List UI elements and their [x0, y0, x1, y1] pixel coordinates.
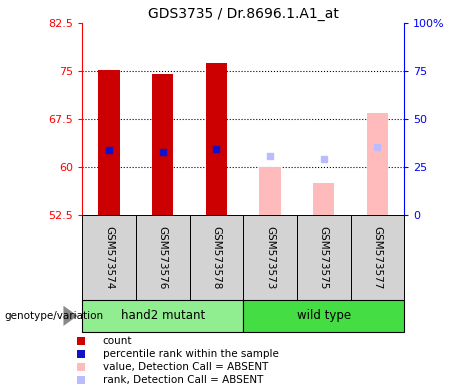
Bar [82, 215, 136, 300]
Text: value, Detection Call = ABSENT: value, Detection Call = ABSENT [103, 362, 268, 372]
Bar [313, 183, 335, 215]
Bar [367, 113, 388, 215]
Bar [243, 300, 404, 332]
Bar [98, 70, 120, 215]
Bar [136, 215, 189, 300]
Text: GSM573577: GSM573577 [372, 225, 383, 289]
Bar [259, 167, 281, 215]
Text: percentile rank within the sample: percentile rank within the sample [103, 349, 279, 359]
Bar [243, 215, 297, 300]
Bar [82, 300, 243, 332]
Bar [206, 63, 227, 215]
Text: wild type: wild type [297, 310, 351, 322]
Text: genotype/variation: genotype/variation [5, 311, 104, 321]
Bar [351, 215, 404, 300]
Polygon shape [63, 306, 78, 326]
Text: GSM573576: GSM573576 [158, 225, 168, 289]
Text: GSM573578: GSM573578 [212, 225, 221, 289]
Bar [297, 215, 351, 300]
Text: GSM573575: GSM573575 [319, 225, 329, 289]
Title: GDS3735 / Dr.8696.1.A1_at: GDS3735 / Dr.8696.1.A1_at [148, 7, 339, 21]
Bar [189, 215, 243, 300]
Bar [152, 74, 173, 215]
Text: GSM573573: GSM573573 [265, 225, 275, 289]
Text: count: count [103, 336, 133, 346]
Text: hand2 mutant: hand2 mutant [121, 310, 205, 322]
Text: GSM573574: GSM573574 [104, 225, 114, 289]
Text: rank, Detection Call = ABSENT: rank, Detection Call = ABSENT [103, 376, 263, 384]
